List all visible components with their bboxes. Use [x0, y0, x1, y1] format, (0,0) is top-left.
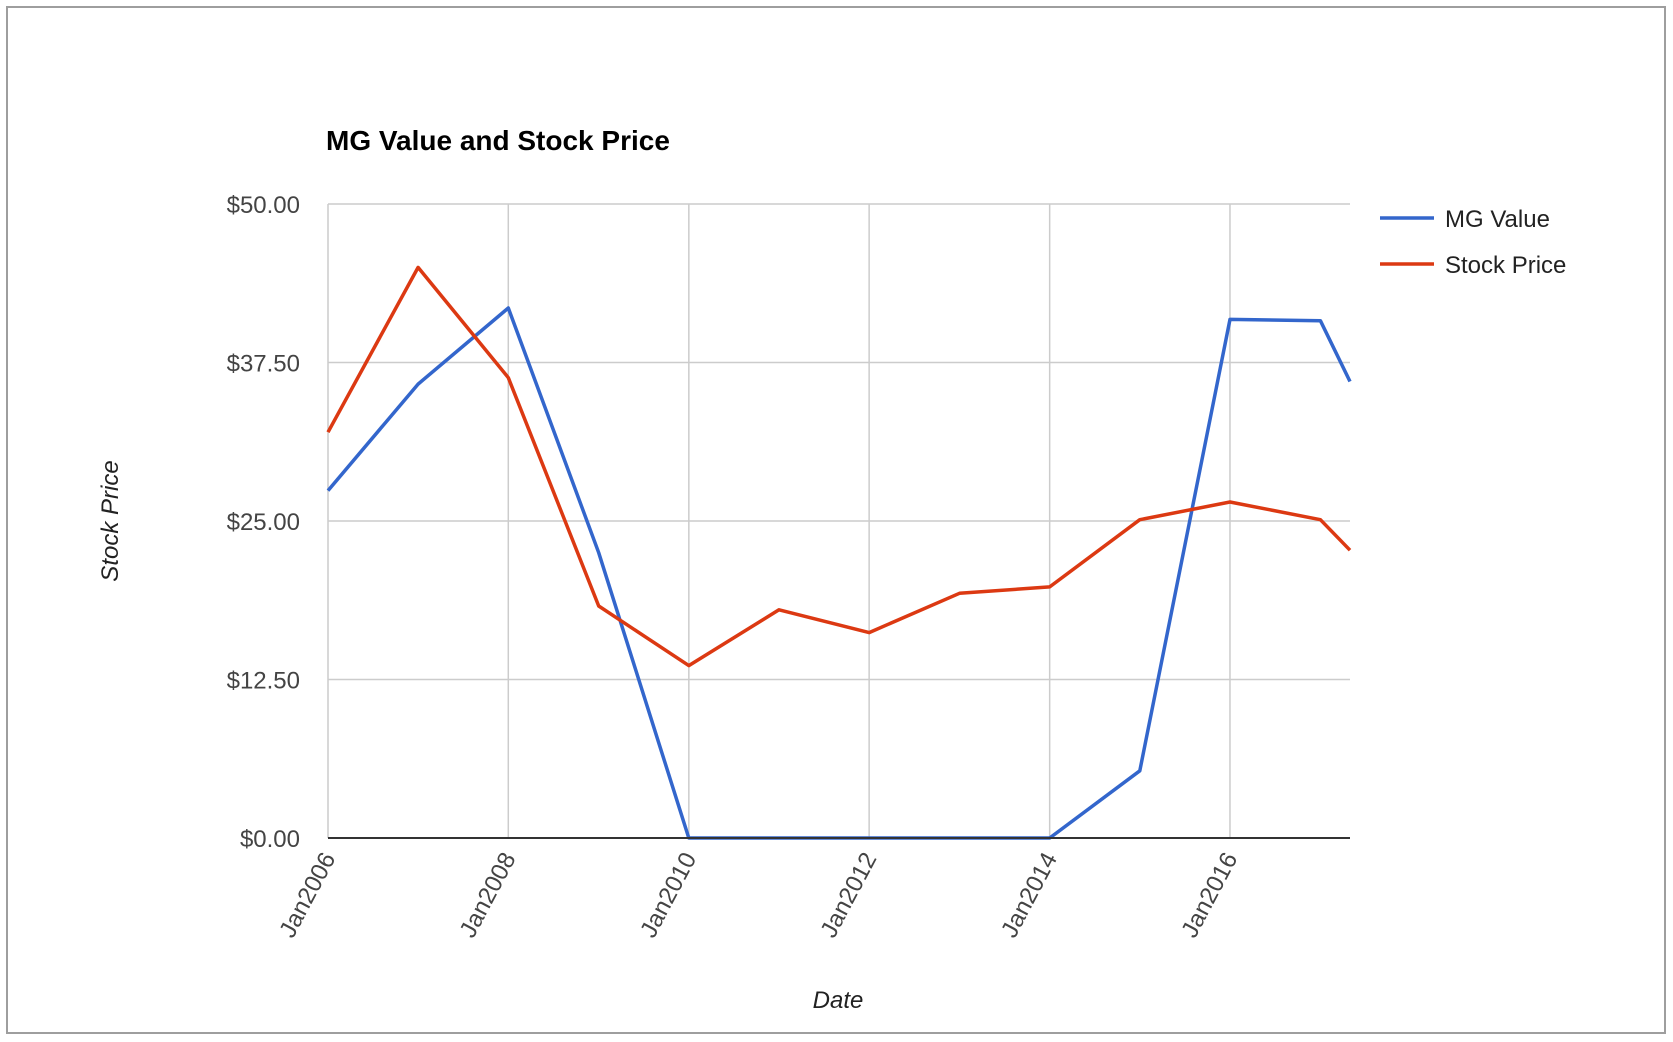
legend: MG Value Stock Price [1380, 206, 1566, 279]
legend-label: MG Value [1445, 206, 1550, 233]
grid-lines [327, 203, 1350, 838]
legend-label: Stock Price [1445, 252, 1566, 279]
x-tick-label: Jan2006 [274, 848, 341, 942]
x-tick-label: Jan2016 [1176, 848, 1243, 942]
series-line-2 [326, 265, 1352, 668]
series-lines [326, 265, 1352, 840]
y-tick-label: $25.00 [227, 509, 300, 536]
x-tick-label: Jan2012 [815, 848, 882, 942]
x-tick-label: Jan2010 [635, 848, 702, 942]
y-tick-label: $0.00 [240, 826, 300, 853]
series-line-1 [326, 306, 1352, 840]
x-tick-label: Jan2014 [996, 848, 1063, 942]
y-tick-label: $37.50 [227, 351, 300, 378]
chart-title: MG Value and Stock Price [326, 125, 670, 156]
chart-container[interactable] [6, 6, 1666, 1034]
x-axis-title: Date [813, 987, 864, 1014]
x-tick-label: Jan2008 [455, 848, 522, 942]
y-tick-label: $50.00 [227, 192, 300, 219]
y-tick-label: $12.50 [227, 668, 300, 695]
y-axis-title: Stock Price [97, 460, 124, 581]
